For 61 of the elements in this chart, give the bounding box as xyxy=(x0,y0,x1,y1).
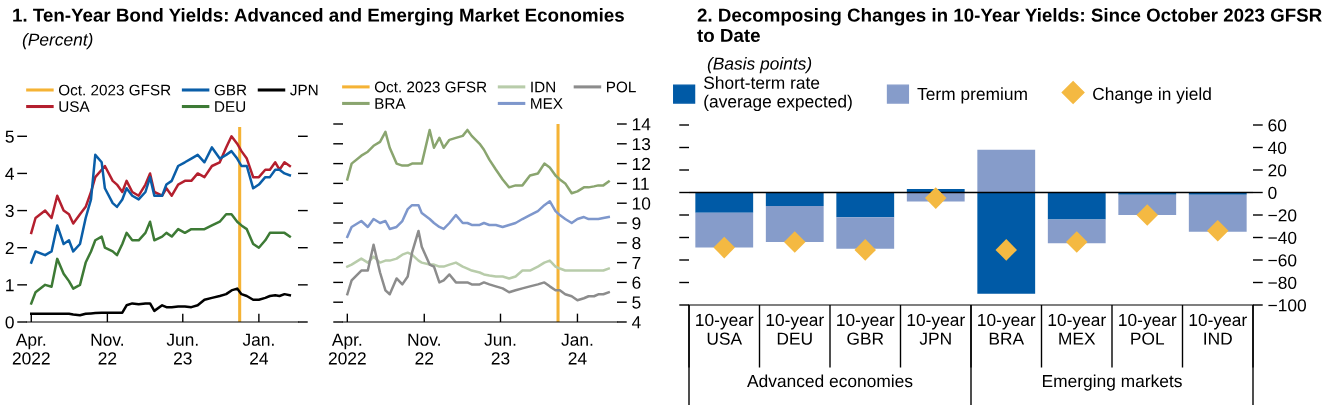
y2-tick-label: 40 xyxy=(1267,141,1287,154)
y2-tick-label: 6 xyxy=(632,276,641,289)
y-tick-label: 0 xyxy=(5,316,14,329)
legend-label: DEU xyxy=(215,101,246,113)
chart-subtitle: (Basis points) xyxy=(707,57,812,74)
legend-label: Term premium xyxy=(917,87,1027,104)
x-tick-label: 10-year MEX xyxy=(1048,313,1106,345)
x-tick-label: Nov. 22 xyxy=(91,333,123,365)
legend-label: Oct. 2023 GFSR xyxy=(58,84,171,96)
x-tick-label: Jun. 23 xyxy=(166,333,198,365)
y2-tick-label: −60 xyxy=(1268,254,1297,267)
y2-tick-label: 7 xyxy=(632,256,641,269)
y2-tick-label: −20 xyxy=(1268,209,1297,222)
y2-tick-label: −40 xyxy=(1268,231,1297,244)
x-tick-label: Jan. 24 xyxy=(242,333,274,365)
chart-subtitle: (Percent) xyxy=(22,33,93,50)
legend-label: Oct. 2023 GFSR xyxy=(374,81,487,93)
chart-title: 1. Ten-Year Bond Yields: Advanced and Emerging Market Economies xyxy=(13,8,624,26)
y-tick-label: 4 xyxy=(5,167,14,180)
y2-tick-label: 9 xyxy=(632,217,641,230)
x-tick-label: 10-year GBR xyxy=(837,313,895,345)
y2-tick-label: 14 xyxy=(632,118,651,131)
y2-tick-label: 20 xyxy=(1268,164,1287,177)
x-tick-label: 10-year POL xyxy=(1119,313,1177,345)
y2-tick-label: −100 xyxy=(1268,299,1307,312)
x-tick-label: 10-year DEU xyxy=(766,313,824,345)
y-tick-label: 5 xyxy=(5,130,14,143)
y2-tick-label: 10 xyxy=(632,197,651,210)
legend-label: USA xyxy=(59,101,90,113)
x-tick-label: 10-year IND xyxy=(1189,313,1247,345)
legend-label: GBR xyxy=(214,84,247,96)
text: Advanced economies xyxy=(747,374,913,388)
x-tick-label: Jan. 24 xyxy=(561,333,593,365)
legend-label: MEX xyxy=(531,98,563,109)
y2-tick-label: −80 xyxy=(1268,276,1297,289)
legend-label: IDN xyxy=(531,81,555,93)
x-tick-label: Apr. 2022 xyxy=(328,333,366,365)
legend-label: JPN xyxy=(290,84,318,96)
legend-label: POL xyxy=(607,81,636,93)
x-tick-label: Apr. 2022 xyxy=(12,333,50,365)
x-tick-label: 10-year BRA xyxy=(978,313,1036,345)
y2-tick-label: 5 xyxy=(632,296,641,309)
y2-tick-label: 11 xyxy=(632,177,649,190)
y2-tick-label: 12 xyxy=(632,157,651,170)
y2-tick-label: 13 xyxy=(632,137,651,151)
x-tick-label: 10-year JPN xyxy=(907,313,965,345)
x-tick-label: Nov. 22 xyxy=(408,333,440,365)
legend-label: Change in yield xyxy=(1093,87,1211,104)
text: Emerging markets xyxy=(1043,374,1182,391)
y-tick-label: 2 xyxy=(5,241,14,254)
y-tick-label: 1 xyxy=(6,279,14,292)
y2-tick-label: 4 xyxy=(631,316,641,329)
y2-tick-label: 8 xyxy=(632,236,641,250)
y2-tick-label: 60 xyxy=(1268,119,1287,132)
legend-label: Short-term rate (average expected) xyxy=(704,76,852,112)
x-tick-label: Jun. 23 xyxy=(484,333,516,365)
legend-label: BRA xyxy=(375,98,406,109)
y-tick-label: 3 xyxy=(5,204,14,218)
x-tick-label: 10-year USA xyxy=(696,313,754,345)
y2-tick-label: 0 xyxy=(1268,186,1277,199)
chart-title: 2. Decomposing Changes in 10-Year Yields: Since October 2023 GFSR to Date xyxy=(697,8,1322,43)
